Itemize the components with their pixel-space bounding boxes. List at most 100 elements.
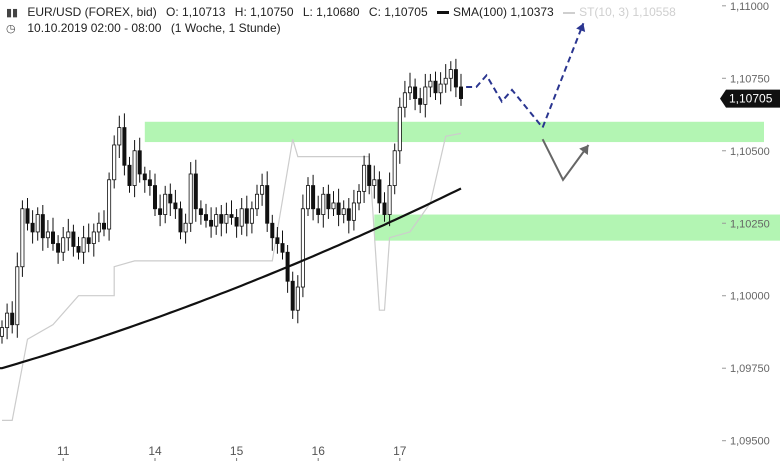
candle-body bbox=[188, 173, 193, 224]
candle bbox=[285, 244, 290, 293]
y-tick-label: 1,09750 bbox=[730, 363, 770, 375]
candle bbox=[265, 171, 270, 232]
projection-up-line bbox=[466, 22, 585, 130]
candle bbox=[102, 210, 107, 237]
candle-body bbox=[387, 185, 392, 215]
supertrend-swatch-icon bbox=[563, 11, 576, 14]
candle bbox=[260, 173, 265, 206]
candle bbox=[127, 156, 132, 193]
candle bbox=[407, 72, 412, 101]
candle-body bbox=[147, 179, 152, 186]
candle-body bbox=[86, 237, 91, 244]
candle bbox=[239, 198, 244, 235]
candle-body bbox=[336, 202, 341, 215]
candle bbox=[377, 171, 382, 214]
x-tick-label: 15 bbox=[230, 444, 244, 458]
candle bbox=[81, 225, 86, 264]
candle-body bbox=[311, 185, 316, 210]
y-tick-label: 1,10750 bbox=[730, 73, 770, 85]
candle bbox=[5, 303, 10, 340]
candle bbox=[443, 64, 448, 93]
candle-body bbox=[51, 231, 56, 244]
candle bbox=[193, 159, 198, 222]
candle-body bbox=[132, 150, 137, 186]
y-tick-label: 1,10000 bbox=[730, 291, 770, 303]
supertrend-value: 1,10558 bbox=[632, 5, 676, 19]
candle bbox=[198, 200, 203, 225]
candle bbox=[356, 184, 361, 211]
candle bbox=[362, 155, 367, 203]
candle-body bbox=[397, 106, 402, 152]
clock-icon: ◷ bbox=[6, 23, 16, 35]
candle bbox=[158, 194, 163, 227]
candle-body bbox=[91, 231, 96, 244]
candle bbox=[234, 209, 239, 238]
candle bbox=[209, 207, 214, 238]
sma-line bbox=[0, 187, 462, 370]
candle-body bbox=[295, 286, 300, 311]
candle bbox=[96, 212, 101, 243]
candle-body bbox=[66, 231, 71, 239]
x-axis: 11 14 15 16 17 bbox=[57, 444, 407, 461]
projection-alt-arrowhead bbox=[579, 144, 589, 155]
candle bbox=[132, 140, 137, 198]
candle-body bbox=[305, 185, 310, 210]
candle bbox=[91, 223, 96, 257]
candle-body bbox=[198, 208, 203, 215]
candle-body bbox=[290, 280, 295, 311]
supertrend-legend[interactable]: ST(10, 3) 1,10558 bbox=[563, 5, 676, 19]
candle bbox=[147, 170, 152, 196]
candle bbox=[392, 143, 397, 195]
candle-body bbox=[260, 185, 265, 195]
open-value: O: 1,10713 bbox=[166, 5, 226, 19]
y-tick-label: 1,10250 bbox=[730, 218, 770, 230]
y-tick-label: 1,11000 bbox=[730, 1, 769, 13]
candlestick-series bbox=[0, 58, 463, 344]
candle bbox=[137, 137, 142, 183]
candle-body bbox=[362, 164, 367, 192]
candle bbox=[448, 61, 453, 92]
candle-body bbox=[377, 179, 382, 204]
candle-body bbox=[173, 202, 178, 210]
candle bbox=[224, 202, 229, 234]
candle bbox=[15, 252, 20, 338]
candle bbox=[163, 185, 168, 224]
candle-body bbox=[61, 237, 66, 253]
date-range: 10.10.2019 02:00 - 08:00 bbox=[27, 21, 162, 35]
candle bbox=[413, 78, 418, 111]
candle bbox=[331, 191, 336, 217]
x-tick-label: 17 bbox=[393, 444, 407, 458]
candle bbox=[316, 195, 321, 224]
candle-body bbox=[10, 312, 15, 326]
period-label: (1 Woche, 1 Stunde) bbox=[170, 21, 281, 35]
sma-label: SMA(100) bbox=[452, 5, 507, 19]
sma-value: 1,10373 bbox=[510, 5, 554, 19]
chart-type-icon[interactable]: ▮▮ bbox=[6, 7, 19, 19]
candle bbox=[122, 113, 127, 176]
candle-body bbox=[275, 237, 280, 244]
candle bbox=[117, 115, 122, 159]
candle bbox=[219, 204, 224, 237]
candle bbox=[397, 97, 402, 164]
candle bbox=[295, 275, 300, 324]
candle-body bbox=[234, 217, 239, 227]
candle-body bbox=[280, 243, 285, 253]
candle bbox=[35, 207, 40, 241]
sma-legend[interactable]: SMA(100) 1,10373 bbox=[436, 5, 554, 19]
candle-body bbox=[402, 92, 407, 108]
candle-body bbox=[142, 173, 147, 181]
candle bbox=[173, 189, 178, 219]
candle bbox=[20, 200, 25, 277]
candle-body bbox=[15, 266, 20, 326]
candle-body bbox=[45, 231, 50, 239]
candle bbox=[51, 217, 56, 251]
sma-swatch-icon bbox=[436, 11, 449, 15]
high-value: H: 1,10750 bbox=[234, 5, 294, 19]
chart-header-line-2: ◷ 10.10.2019 02:00 - 08:00 (1 Woche, 1 S… bbox=[6, 21, 287, 35]
candle-body bbox=[346, 208, 351, 221]
candle-body bbox=[127, 164, 132, 186]
candle bbox=[76, 236, 81, 260]
candle-body bbox=[382, 202, 387, 215]
zone-0 bbox=[144, 121, 765, 143]
